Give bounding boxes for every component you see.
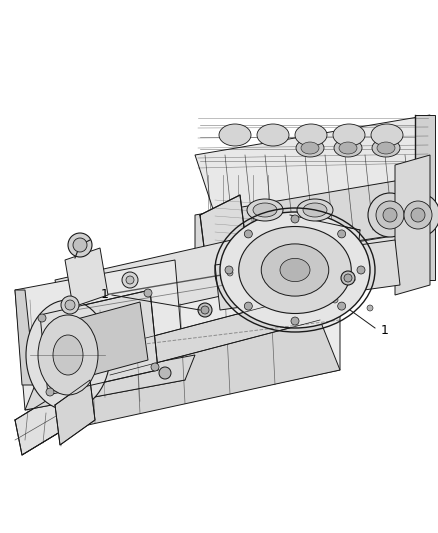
Circle shape [411,208,425,222]
Circle shape [297,288,303,294]
Polygon shape [215,230,430,290]
Circle shape [61,296,79,314]
Ellipse shape [247,199,283,221]
Ellipse shape [301,142,319,154]
Polygon shape [15,290,35,385]
Circle shape [198,303,212,317]
Ellipse shape [261,244,329,296]
Polygon shape [55,380,95,445]
Ellipse shape [333,124,365,146]
Circle shape [126,276,134,284]
Circle shape [338,230,346,238]
Ellipse shape [280,259,310,281]
Polygon shape [65,248,108,307]
Polygon shape [195,175,430,265]
Circle shape [201,306,209,314]
Circle shape [367,305,373,311]
Circle shape [225,266,233,274]
Circle shape [46,388,54,396]
Circle shape [159,367,171,379]
Circle shape [73,238,87,252]
Circle shape [404,201,432,229]
Circle shape [262,279,268,285]
Ellipse shape [257,124,289,146]
Ellipse shape [53,335,83,375]
Ellipse shape [239,227,351,313]
Ellipse shape [297,199,333,221]
Circle shape [357,266,365,274]
Ellipse shape [26,300,110,410]
Ellipse shape [253,203,277,217]
Circle shape [38,314,46,322]
Circle shape [227,270,233,276]
Ellipse shape [220,212,370,328]
Polygon shape [55,320,340,430]
Ellipse shape [334,139,362,157]
Circle shape [383,208,397,222]
Polygon shape [55,270,340,430]
Ellipse shape [296,139,324,157]
Circle shape [244,230,252,238]
Circle shape [338,302,346,310]
Ellipse shape [38,315,98,395]
Polygon shape [195,115,430,215]
Circle shape [244,302,252,310]
Polygon shape [55,220,340,330]
Circle shape [396,193,438,237]
Polygon shape [55,302,148,383]
Ellipse shape [377,142,395,154]
Circle shape [332,297,338,303]
Circle shape [144,289,152,297]
Ellipse shape [295,124,327,146]
Polygon shape [200,195,250,295]
Circle shape [376,201,404,229]
Polygon shape [15,260,185,410]
Circle shape [368,193,412,237]
Ellipse shape [371,124,403,146]
Ellipse shape [219,124,251,146]
Polygon shape [215,240,400,310]
Ellipse shape [303,203,327,217]
Polygon shape [15,380,88,455]
Polygon shape [415,115,435,280]
Circle shape [344,274,352,282]
Text: 1: 1 [381,324,389,336]
Ellipse shape [372,139,400,157]
Polygon shape [100,295,320,375]
Polygon shape [395,155,430,295]
Circle shape [341,271,355,285]
Circle shape [291,215,299,223]
Circle shape [68,233,92,257]
Circle shape [151,363,159,371]
Polygon shape [25,355,195,410]
Circle shape [122,272,138,288]
Polygon shape [285,215,360,280]
Circle shape [65,300,75,310]
Ellipse shape [339,142,357,154]
Polygon shape [40,290,158,395]
Circle shape [291,317,299,325]
Text: 1: 1 [101,288,109,302]
